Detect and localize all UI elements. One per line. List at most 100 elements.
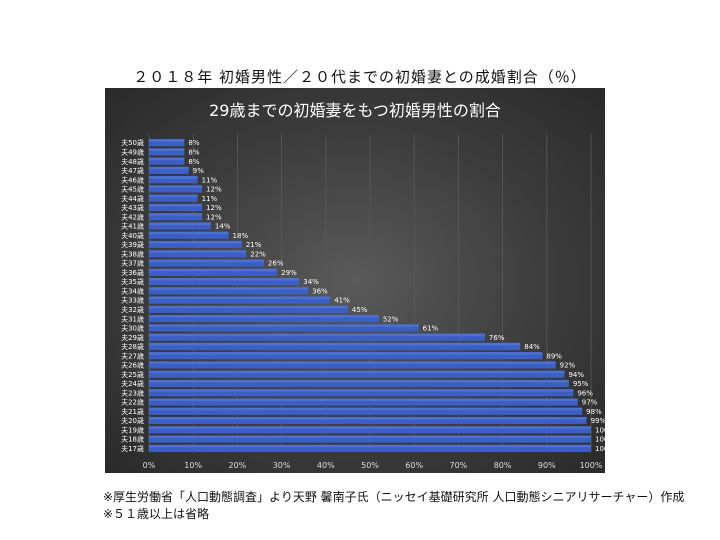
category-label: 夫36歳: [121, 268, 144, 277]
bar-highlight: [149, 398, 578, 401]
x-tick-label: 100%: [580, 461, 603, 470]
bar: [149, 222, 211, 230]
category-label: 夫45歳: [121, 185, 144, 194]
bar: [149, 389, 574, 397]
x-tick-label: 60%: [405, 461, 423, 470]
bar: [149, 203, 203, 212]
category-label: 夫37歳: [121, 259, 144, 268]
data-label: 11%: [202, 176, 218, 184]
data-label: 89%: [546, 352, 562, 360]
x-tick-label: 80%: [494, 461, 512, 470]
category-label: 夫27歳: [121, 351, 144, 360]
x-tick-label: 0%: [143, 461, 156, 470]
x-tick-label: 50%: [361, 461, 379, 470]
category-label: 夫32歳: [121, 305, 144, 314]
bar: [149, 250, 247, 258]
data-label: 94%: [568, 371, 584, 379]
bar: [149, 148, 185, 156]
bar-chart: 29歳までの初婚妻をもつ初婚男性の割合 0% 10% 20% 30% 40% 50% 60% 7…: [121, 101, 605, 470]
bar: [149, 379, 569, 388]
bar-highlight: [149, 240, 242, 244]
category-label: 夫41歳: [121, 222, 144, 231]
bar: [149, 185, 203, 193]
category-label: 夫44歳: [121, 194, 144, 203]
bar: [149, 259, 264, 267]
category-label: 夫22歳: [121, 398, 144, 407]
bar-highlight: [149, 444, 591, 448]
bar: [149, 407, 583, 415]
bar: [149, 305, 348, 314]
category-label: 夫42歳: [121, 212, 144, 221]
category-label: 夫26歳: [121, 361, 144, 370]
chart-title: 29歳までの初婚妻をもつ初婚男性の割合: [209, 101, 501, 120]
data-label: 11%: [202, 195, 218, 203]
category-label: 夫46歳: [121, 175, 144, 184]
x-tick-label: 30%: [273, 461, 291, 470]
bar: [149, 435, 591, 443]
bar: [149, 287, 309, 295]
bar-highlight: [149, 194, 198, 198]
category-label: 夫24歳: [121, 379, 144, 388]
bar-highlight: [149, 259, 264, 262]
category-label: 夫31歳: [121, 314, 144, 323]
bar: [149, 398, 578, 406]
data-label: 21%: [246, 241, 262, 249]
data-label: 26%: [268, 260, 284, 268]
category-label: 夫34歳: [121, 286, 144, 295]
data-label: 34%: [303, 278, 319, 286]
data-label: 100%: [595, 445, 605, 453]
bar-highlight: [149, 268, 278, 272]
data-label: 22%: [250, 250, 266, 258]
bar-highlight: [149, 287, 309, 290]
data-label: 52%: [383, 315, 399, 323]
bar-highlight: [149, 379, 569, 383]
data-label: 92%: [560, 362, 576, 370]
category-label: 夫39歳: [121, 240, 144, 249]
category-label: 夫43歳: [121, 203, 144, 212]
omission-footnote: ※５１歳以上は省略: [103, 507, 210, 521]
category-label: 夫18歳: [121, 435, 144, 444]
bar: [149, 139, 185, 147]
data-label: 100%: [595, 436, 605, 444]
category-label: 夫21歳: [121, 407, 144, 416]
data-label: 12%: [206, 204, 222, 212]
data-label: 41%: [334, 297, 350, 305]
data-label: 18%: [233, 232, 249, 240]
bar-highlight: [149, 185, 203, 188]
bar: [149, 370, 565, 378]
data-label: 8%: [188, 148, 199, 156]
data-label: 100%: [595, 426, 605, 434]
data-label: 8%: [188, 158, 199, 166]
data-label: 97%: [582, 399, 598, 407]
bar: [149, 213, 203, 221]
bar-highlight: [149, 407, 583, 411]
bar: [149, 277, 300, 286]
bar-highlight: [149, 305, 348, 309]
bar-highlight: [149, 166, 189, 170]
bar-highlight: [149, 315, 379, 318]
bar-highlight: [149, 435, 591, 439]
bar: [149, 194, 198, 202]
chart-panel: 29歳までの初婚妻をもつ初婚男性の割合 0% 10% 20% 30% 40% 50% 60% 7…: [105, 88, 605, 473]
bar: [149, 324, 419, 332]
category-label: 夫49歳: [121, 147, 144, 156]
bar: [149, 416, 587, 425]
bar-highlight: [149, 352, 543, 355]
bar: [149, 157, 185, 165]
bar-highlight: [149, 176, 198, 179]
bar-highlight: [149, 203, 203, 207]
bar-highlight: [149, 157, 185, 161]
category-label: 夫17歳: [121, 444, 144, 453]
category-label: 夫28歳: [121, 342, 144, 351]
x-tick-label: 90%: [538, 461, 556, 470]
bar: [149, 231, 229, 239]
bar-highlight: [149, 370, 565, 374]
x-tick-label: 70%: [450, 461, 468, 470]
category-label: 夫29歳: [121, 333, 144, 342]
bar-highlight: [149, 342, 521, 346]
data-label: 45%: [352, 306, 368, 314]
x-tick-label: 10%: [184, 461, 202, 470]
bar: [149, 315, 379, 323]
bar: [149, 166, 189, 175]
bar-highlight: [149, 361, 556, 364]
